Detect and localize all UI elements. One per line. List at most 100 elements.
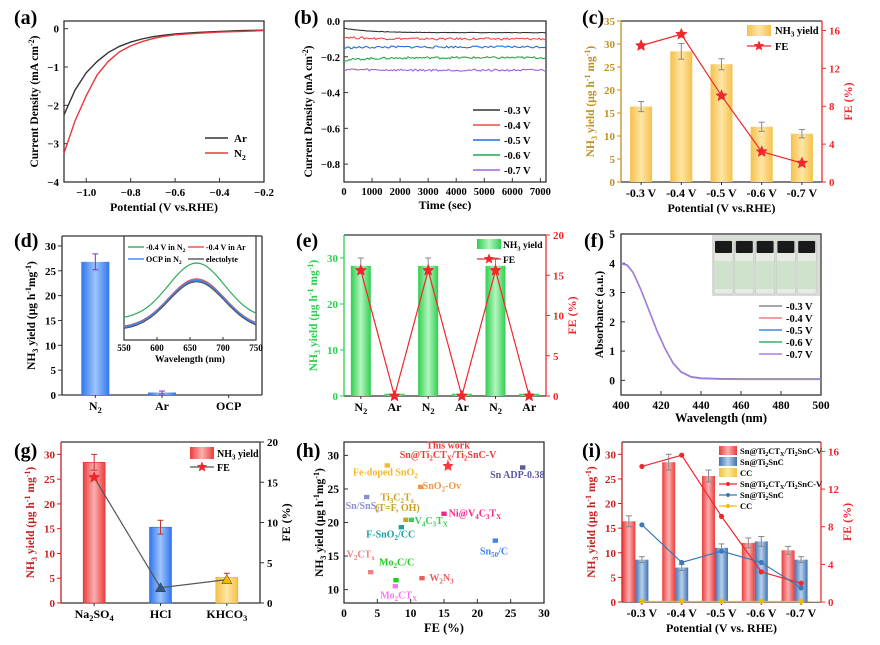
panel-label-h: (h)	[296, 440, 320, 462]
y-axis-label: NH3​ yield (μg h-1​ mg-1​)	[584, 466, 600, 578]
y-tick-label: 20	[604, 85, 616, 97]
vial-cap-icon	[777, 241, 795, 253]
vial-cap-icon	[756, 241, 774, 253]
y-tick-label: 0	[609, 375, 615, 387]
scatter-point-label: Ti3​C2​Tx​	[380, 492, 414, 505]
y-tick-label: 5	[609, 229, 615, 241]
x-tick-label: 10	[405, 608, 417, 620]
legend-label: CC	[740, 501, 752, 511]
y-tick-label: 0	[50, 598, 56, 610]
fe-dot-marker	[758, 569, 764, 575]
vial-liquid	[714, 261, 733, 289]
inset-legend-label: OCP in N2​	[146, 255, 182, 266]
inset-x-tick-label: 550	[117, 343, 131, 353]
y-tick-label: 15	[604, 108, 616, 120]
fe-dot-marker	[718, 548, 725, 554]
fe-dot-marker	[758, 559, 764, 566]
y2-tick-label: 0	[829, 177, 835, 189]
chart-h: 0 5 10 15 20 25 30 10 15 20 25 30 FE (%) NH3​ yield (…	[312, 441, 550, 635]
bar	[741, 542, 755, 602]
bar	[670, 51, 693, 182]
inset-spectrum-line	[123, 279, 257, 328]
scatter-point-label: Ni@V4​C3​TX​	[449, 508, 502, 521]
legend-label: Sn@Ti2​CTX​/Ti2​SnC-V	[740, 446, 823, 458]
y2-tick-label: 4	[828, 559, 834, 571]
fe-dot-marker	[798, 580, 804, 586]
bar	[710, 64, 733, 182]
fe-star-marker	[522, 389, 536, 402]
x-tick-label: 6000	[502, 187, 523, 198]
y-tick-label: 3	[609, 288, 615, 300]
fe-star-marker	[388, 389, 401, 402]
scatter-square-marker	[384, 462, 391, 469]
y2-tick-label: 10	[267, 518, 279, 530]
scatter-point-label: V2​CTx​	[347, 549, 376, 562]
y-axis-label: Current Density (mA cm-2​)	[301, 45, 315, 177]
y-tick-label: 20	[44, 499, 56, 511]
y2-tick-label: 8	[828, 522, 834, 534]
vial-cap-icon	[735, 241, 753, 253]
fe-star-marker	[489, 263, 502, 276]
scatter-star-marker	[442, 459, 454, 472]
y-tick-label: 25	[328, 484, 340, 496]
fe-dot-marker	[639, 463, 645, 470]
panel-label-f: (f)	[584, 230, 604, 252]
y-tick-label: 30	[605, 449, 617, 461]
scatter-point-label-line2: Sn@Ti2​CTX​/Ti2​SnC-V	[400, 450, 497, 463]
y2-tick-label: 4	[829, 139, 835, 151]
x-tick-label: -0.7 V	[786, 606, 817, 620]
x-tick-label: 5	[374, 608, 380, 620]
x-axis-label: Time (sec)	[419, 198, 472, 212]
series-line	[343, 68, 547, 72]
fe-dot-marker	[679, 452, 685, 458]
scatter-square-marker	[408, 517, 415, 523]
legend-star-icon	[753, 40, 765, 51]
series-line	[343, 55, 547, 62]
x-axis-label: Potential (V vs.RHE)	[110, 200, 218, 214]
y-tick-label: −3	[47, 139, 59, 151]
y2-axis-label: FE (%)	[279, 503, 293, 541]
y2-tick-label: 5	[267, 558, 273, 570]
y-tick-label: 30	[604, 39, 616, 51]
y-tick-label: 20	[328, 518, 340, 530]
x-tick-label: −0.8	[121, 187, 142, 199]
legend-swatch-bar	[719, 457, 737, 466]
fe-triangle-marker	[155, 582, 166, 592]
y-tick-label: 10	[604, 131, 616, 143]
scatter-square-marker	[392, 577, 400, 583]
y-tick-label: −0.6	[321, 124, 340, 135]
y-tick-label: 30	[328, 450, 340, 462]
y-tick-label: 30	[327, 253, 339, 265]
inset-x-tick-label: 750	[249, 343, 263, 353]
inset-x-axis-label: Wavelength (nm)	[155, 354, 225, 365]
x-tick-label: 30	[538, 608, 550, 620]
panel-label-d: (d)	[14, 230, 38, 252]
legend-label: -0.7 V	[786, 350, 813, 361]
y2-tick-label: 0	[553, 391, 559, 403]
fe-dot-marker	[798, 598, 804, 605]
fe-star-marker	[674, 27, 688, 40]
scatter-square-marker	[440, 510, 448, 517]
bar	[350, 265, 371, 396]
legend-swatch-bar	[477, 239, 501, 249]
x-tick-label: N2​	[89, 399, 102, 415]
legend-label: NH3​ yield	[217, 449, 259, 462]
bar	[662, 462, 676, 602]
x-tick-label: -0.5 V	[706, 186, 737, 200]
x-tick-label: 1000	[362, 187, 383, 198]
y-tick-label: 5	[610, 154, 616, 166]
fe-dot-marker	[718, 598, 725, 605]
fe-dot-marker	[718, 513, 725, 519]
vial-cap-icon	[798, 241, 816, 253]
scatter-point-label-line2: (T=F, OH)	[375, 503, 420, 514]
y-tick-label: 15	[44, 524, 56, 536]
y-tick-label: 25	[44, 474, 56, 486]
fe-dot-marker	[798, 585, 804, 591]
plot-frame	[343, 20, 547, 183]
y-tick-label: 0	[333, 391, 339, 403]
y-tick-label: 15	[328, 551, 340, 563]
y2-tick-label: 0	[828, 597, 834, 609]
y-tick-label: 25	[605, 474, 617, 486]
